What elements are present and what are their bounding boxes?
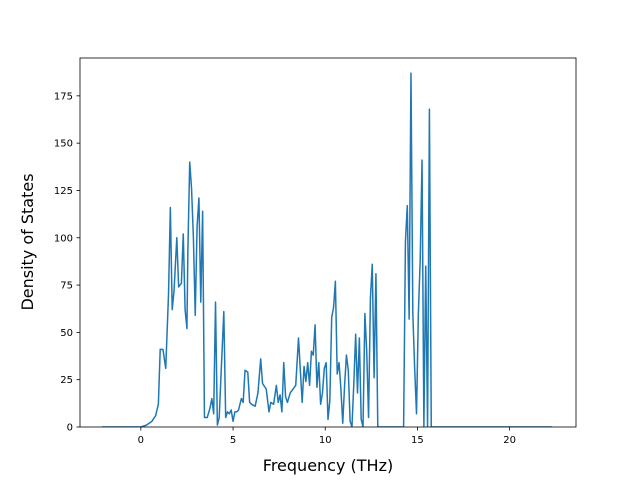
series-line-0 <box>102 72 553 427</box>
y-axis: 0 25 50 75 100 125 150 175 <box>54 91 80 434</box>
x-axis: 0 5 10 15 20 <box>138 427 516 446</box>
y-tick-label: 100 <box>54 233 73 244</box>
y-tick-label: 0 <box>67 423 73 434</box>
x-tick-label: 10 <box>319 435 332 446</box>
y-tick-label: 175 <box>54 91 73 102</box>
x-tick-label: 5 <box>230 435 236 446</box>
x-tick-label: 15 <box>411 435 424 446</box>
y-axis-label: Density of States <box>18 173 37 310</box>
x-axis-label: Frequency (THz) <box>263 456 393 475</box>
plot-frame <box>79 57 577 428</box>
x-tick-label: 20 <box>503 435 516 446</box>
x-tick-label: 0 <box>138 435 144 446</box>
y-tick-label: 125 <box>54 186 73 197</box>
plot-area <box>79 57 577 428</box>
y-tick-label: 75 <box>60 281 73 292</box>
y-tick-label: 50 <box>60 328 73 339</box>
y-tick-label: 25 <box>60 375 73 386</box>
y-tick-label: 150 <box>54 139 73 150</box>
